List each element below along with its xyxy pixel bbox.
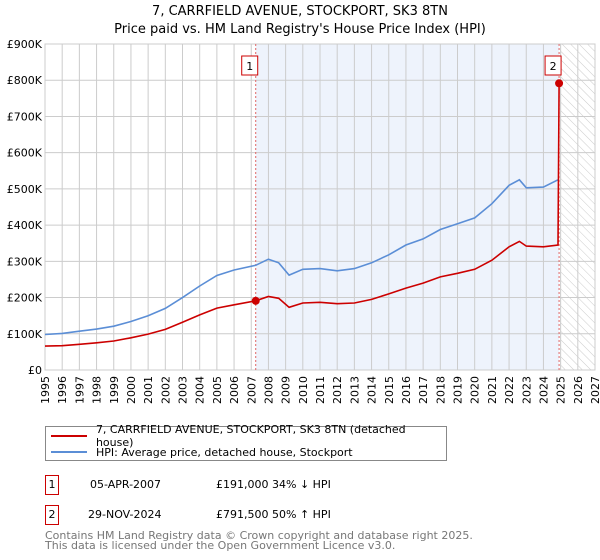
chart-subtitle: Price paid vs. HM Land Registry's House … [114, 22, 486, 37]
footer: Contains HM Land Registry data © Crown c… [45, 529, 473, 552]
x-tick-label: 2018 [434, 376, 447, 404]
x-tick-label: 2013 [348, 376, 361, 404]
y-tick-label: £700K [7, 110, 43, 123]
x-tick-label: 2027 [589, 376, 600, 404]
sale-period-shade [255, 44, 560, 370]
x-tick-label: 2003 [177, 376, 190, 404]
footer-copyright: Contains HM Land Registry data © Crown c… [45, 529, 473, 542]
footer-licence: This data is licensed under the Open Gov… [45, 539, 396, 552]
y-tick-label: £300K [7, 255, 43, 268]
x-tick-label: 2005 [211, 376, 224, 404]
x-tick-label: 2024 [537, 376, 550, 404]
transaction-price: £191,000 [216, 478, 269, 491]
y-tick-label: £900K [7, 38, 43, 51]
y-tick-label: £600K [7, 147, 43, 160]
legend-item-property: 7, CARRFIELD AVENUE, STOCKPORT, SK3 8TN … [51, 423, 446, 449]
transaction-row: 2 29-NOV-2024 £791,500 50% ↑ HPI [45, 505, 545, 525]
transaction-marker: 2 [45, 505, 59, 525]
chart-title: 7, CARRFIELD AVENUE, STOCKPORT, SK3 8TN [152, 4, 448, 19]
x-tick-label: 2002 [159, 376, 172, 404]
y-tick-label: £500K [7, 183, 43, 196]
transaction-price: £791,500 [216, 508, 269, 521]
x-tick-label: 1996 [56, 376, 69, 404]
transaction-hpi: 50% ↑ HPI [272, 508, 331, 521]
transaction-row: 1 05-APR-2007 £191,000 34% ↓ HPI [45, 475, 545, 495]
transaction-hpi: 34% ↓ HPI [272, 478, 331, 491]
x-tick-label: 2004 [194, 376, 207, 404]
x-tick-label: 2016 [400, 376, 413, 404]
x-tick-label: 2023 [520, 376, 533, 404]
sale-annotation-box [544, 55, 562, 76]
y-tick-label: £0 [28, 364, 42, 377]
y-tick-label: £200K [7, 292, 43, 305]
y-tick-label: £800K [7, 74, 43, 87]
sale-annotation-label: 1 [246, 60, 253, 73]
x-tick-label: 2025 [555, 376, 568, 404]
legend-label-hpi: HPI: Average price, detached house, Stoc… [96, 445, 353, 459]
x-tick-label: 2009 [280, 376, 293, 404]
transaction-date: 29-NOV-2024 [88, 508, 162, 521]
x-tick-label: 2001 [142, 376, 155, 404]
x-tick-label: 2008 [262, 376, 275, 404]
x-tick-label: 2026 [572, 376, 585, 404]
x-tick-label: 2019 [452, 376, 465, 404]
x-tick-label: 2011 [314, 376, 327, 404]
x-tick-label: 2006 [228, 376, 241, 404]
x-tick-label: 2020 [469, 376, 482, 404]
x-tick-label: 2014 [366, 376, 379, 404]
x-tick-label: 1997 [73, 376, 86, 404]
x-tick-label: 2017 [417, 376, 430, 404]
x-tick-label: 1998 [91, 376, 104, 404]
y-tick-label: £100K [7, 328, 43, 341]
legend-item-hpi: HPI: Average price, detached house, Stoc… [51, 444, 353, 460]
sale-point [555, 79, 564, 88]
property-price-line [44, 83, 560, 347]
x-tick-label: 2012 [331, 376, 344, 404]
hpi-line [44, 178, 559, 336]
x-tick-label: 2015 [383, 376, 396, 404]
x-tick-label: 2022 [503, 376, 516, 404]
x-tick-label: 1995 [39, 376, 52, 404]
legend-label-property: 7, CARRFIELD AVENUE, STOCKPORT, SK3 8TN … [95, 423, 406, 449]
sale-annotation-label: 2 [550, 60, 557, 73]
plot-border [44, 43, 596, 371]
price-chart: 1995 1996 1997 1998 1999 2000 2001 2002 2003 2004… [7, 38, 600, 404]
x-tick-label: 1999 [108, 376, 121, 404]
sale-point [251, 296, 260, 305]
x-tick-label: 2007 [245, 376, 258, 404]
legend-swatch-property [51, 435, 87, 437]
x-tick-label: 2010 [297, 376, 310, 404]
sale-annotation-box [241, 55, 259, 76]
x-tick-label: 2021 [486, 376, 499, 404]
legend: 7, CARRFIELD AVENUE, STOCKPORT, SK3 8TN … [45, 423, 447, 461]
legend-swatch-hpi [51, 451, 87, 453]
x-tick-label: 2000 [125, 376, 138, 404]
y-tick-label: £400K [7, 219, 43, 232]
transaction-marker: 1 [45, 475, 59, 495]
transaction-date: 05-APR-2007 [90, 478, 162, 491]
